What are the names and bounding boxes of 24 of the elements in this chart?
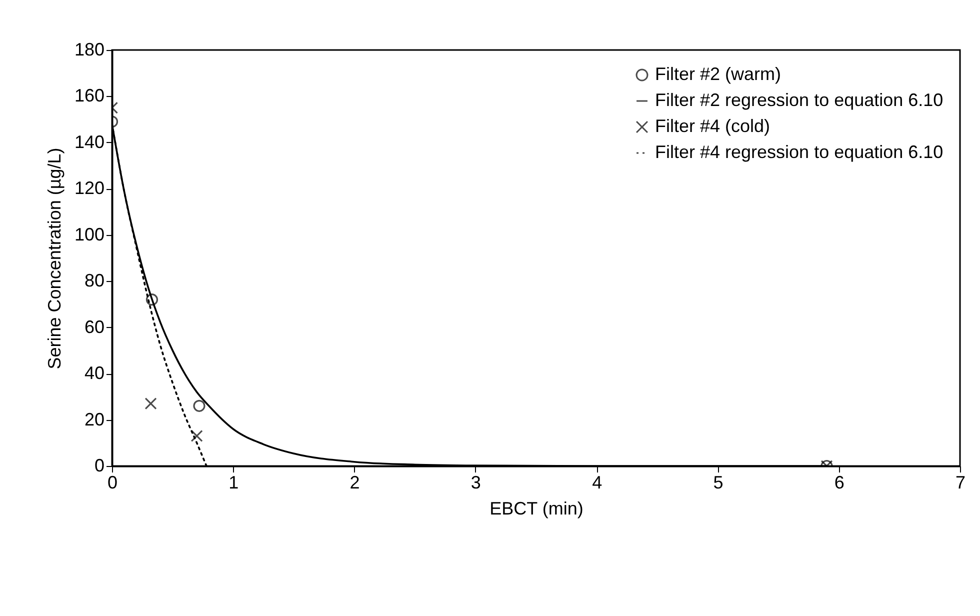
y-axis-title: Serine Concentration (µg/L) <box>44 148 64 370</box>
legend-label: Filter #2 regression to equation 6.10 <box>655 90 944 110</box>
y-tick-label: 120 <box>74 178 104 198</box>
x-tick-label: 5 <box>713 472 724 492</box>
y-tick-label: 80 <box>84 270 104 291</box>
x-tick-label: 1 <box>228 472 239 492</box>
x-tick-label: 7 <box>955 472 966 492</box>
y-tick-label: 20 <box>84 409 104 430</box>
x-tick-label: 4 <box>592 472 602 492</box>
y-tick-label: 60 <box>84 316 104 337</box>
x-tick-label: 0 <box>107 472 118 492</box>
y-tick-label: 40 <box>84 363 104 384</box>
y-tick-label: 160 <box>74 86 104 106</box>
x-axis-title: EBCT (min) <box>490 498 584 518</box>
legend-label: Filter #2 (warm) <box>655 64 782 84</box>
y-tick-label: 180 <box>74 40 104 60</box>
x-tick-label: 3 <box>470 472 481 492</box>
y-tick-label: 140 <box>74 132 104 152</box>
legend-label: Filter #4 regression to equation 6.10 <box>655 142 944 162</box>
y-tick-label: 0 <box>94 456 104 476</box>
legend-label: Filter #4 (cold) <box>655 116 770 136</box>
x-tick-label: 2 <box>350 472 360 492</box>
x-tick-label: 6 <box>834 472 844 492</box>
y-tick-label: 100 <box>74 224 104 244</box>
